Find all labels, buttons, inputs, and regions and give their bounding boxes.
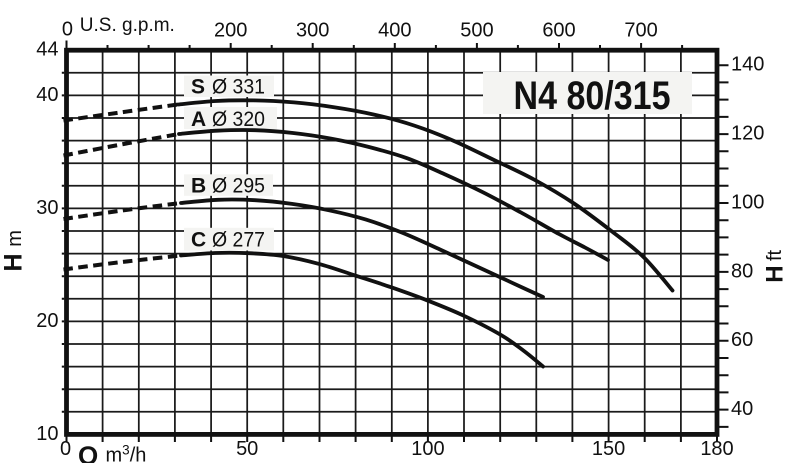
svg-text:50: 50 — [236, 438, 258, 460]
svg-text:H: H — [761, 265, 788, 282]
svg-text:0: 0 — [62, 19, 73, 41]
svg-text:80: 80 — [731, 260, 753, 282]
svg-text:500: 500 — [460, 20, 493, 42]
svg-text:m: m — [4, 230, 26, 247]
svg-text:30: 30 — [36, 197, 58, 219]
svg-text:120: 120 — [731, 123, 764, 145]
svg-text:300: 300 — [296, 20, 329, 42]
svg-text:Ø 295: Ø 295 — [212, 175, 265, 198]
svg-text:Ø 320: Ø 320 — [212, 108, 265, 131]
svg-text:B: B — [191, 175, 206, 198]
svg-text:U.S. g.p.m.: U.S. g.p.m. — [80, 15, 175, 36]
svg-text:10: 10 — [36, 423, 58, 445]
svg-text:0: 0 — [60, 438, 71, 460]
svg-text:180: 180 — [700, 438, 733, 460]
svg-text:40: 40 — [731, 398, 753, 420]
svg-text:60: 60 — [731, 329, 753, 351]
svg-text:m3/h: m3/h — [106, 443, 147, 463]
svg-text:600: 600 — [542, 20, 575, 42]
svg-text:400: 400 — [378, 20, 411, 42]
svg-text:N4 80/315: N4 80/315 — [514, 74, 671, 118]
svg-text:700: 700 — [624, 20, 657, 42]
svg-text:C: C — [191, 229, 206, 252]
svg-text:140: 140 — [731, 54, 764, 76]
svg-text:S: S — [191, 76, 205, 99]
svg-text:A: A — [191, 108, 206, 131]
svg-text:44: 44 — [36, 39, 58, 61]
svg-text:150: 150 — [592, 438, 625, 460]
svg-text:Ø 331: Ø 331 — [212, 76, 265, 99]
svg-text:100: 100 — [731, 191, 764, 213]
svg-text:200: 200 — [214, 20, 247, 42]
svg-text:40: 40 — [36, 84, 58, 106]
svg-text:20: 20 — [36, 310, 58, 332]
svg-text:Ø 277: Ø 277 — [212, 229, 265, 252]
svg-text:H: H — [0, 253, 28, 271]
svg-text:ft: ft — [764, 249, 786, 261]
svg-text:100: 100 — [411, 438, 444, 460]
svg-text:Q: Q — [78, 441, 98, 463]
